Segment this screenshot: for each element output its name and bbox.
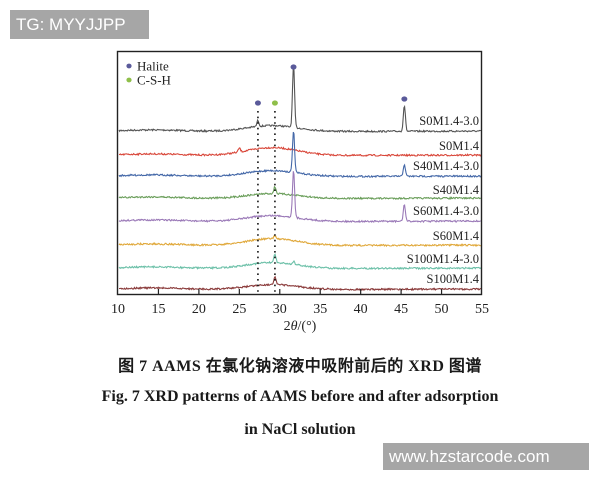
c-s-h-marker-icon bbox=[271, 100, 278, 106]
trace-s0m1.4 bbox=[118, 146, 482, 157]
series-labels: S0M1.4-3.0 S0M1.4 S40M1.4-3.0 S40M1.4 S60M1.… bbox=[407, 114, 480, 286]
series-label: S0M1.4-3.0 bbox=[419, 114, 479, 128]
watermark-top-left: TG: MYYJJPP bbox=[10, 10, 149, 39]
legend-label: C-S-H bbox=[137, 73, 171, 88]
trace-s0m1.4-3.0 bbox=[118, 66, 482, 134]
halite-marker-icon bbox=[401, 96, 408, 102]
x-axis-label: 2θ/(°) bbox=[284, 319, 317, 334]
series-label: S40M1.4 bbox=[433, 183, 480, 197]
reference-lines bbox=[257, 111, 276, 292]
legend-label: Halite bbox=[137, 59, 169, 74]
peak-markers bbox=[254, 64, 408, 106]
x-tick-label: 25 bbox=[232, 302, 246, 317]
watermark-bottom-right: www.hzstarcode.com bbox=[383, 443, 589, 470]
x-tick-label: 15 bbox=[151, 302, 165, 317]
xrd-chart: S0M1.4-3.0 S0M1.4 S40M1.4-3.0 S40M1.4 S60M1.… bbox=[111, 50, 489, 334]
caption-english-line1: Fig. 7 XRD patterns of AAMS before and a… bbox=[101, 388, 499, 405]
x-tick-label: 50 bbox=[435, 302, 449, 317]
series-label: S0M1.4 bbox=[439, 139, 480, 153]
x-tick-label: 30 bbox=[273, 302, 287, 317]
trace-s40m1.4-3.0 bbox=[118, 131, 482, 179]
caption-english-line2: in NaCl solution bbox=[244, 421, 356, 438]
trace-s100m1.4-3.0 bbox=[118, 253, 482, 271]
halite-marker-icon bbox=[290, 64, 297, 70]
caption-chinese: 图 7 AAMS 在氯化钠溶液中吸附前后的 XRD 图谱 bbox=[118, 358, 482, 375]
series-label: S60M1.4 bbox=[433, 229, 480, 243]
halite-legend-icon bbox=[126, 63, 132, 69]
halite-marker-icon bbox=[254, 100, 261, 106]
series-label: S40M1.4-3.0 bbox=[413, 159, 479, 173]
trace-s60m1.4-3.0 bbox=[118, 171, 481, 224]
x-axis-ticks: 10 15 20 25 30 35 40 45 50 55 bbox=[111, 289, 489, 317]
series-label: S100M1.4-3.0 bbox=[407, 252, 479, 266]
series-label: S100M1.4 bbox=[427, 272, 480, 286]
xrd-traces bbox=[118, 66, 482, 292]
x-tick-label: 10 bbox=[111, 302, 125, 317]
c-s-h-legend-icon bbox=[126, 77, 132, 83]
series-label: S60M1.4-3.0 bbox=[413, 204, 479, 218]
x-tick-label: 40 bbox=[354, 302, 368, 317]
x-tick-label: 20 bbox=[192, 302, 206, 317]
trace-s40m1.4 bbox=[118, 185, 481, 201]
x-tick-label: 45 bbox=[394, 302, 408, 317]
plot-frame bbox=[116, 50, 483, 296]
trace-s100m1.4 bbox=[118, 275, 481, 292]
trace-s60m1.4 bbox=[118, 234, 481, 248]
x-tick-label: 55 bbox=[475, 302, 489, 317]
x-tick-label: 35 bbox=[313, 302, 327, 317]
